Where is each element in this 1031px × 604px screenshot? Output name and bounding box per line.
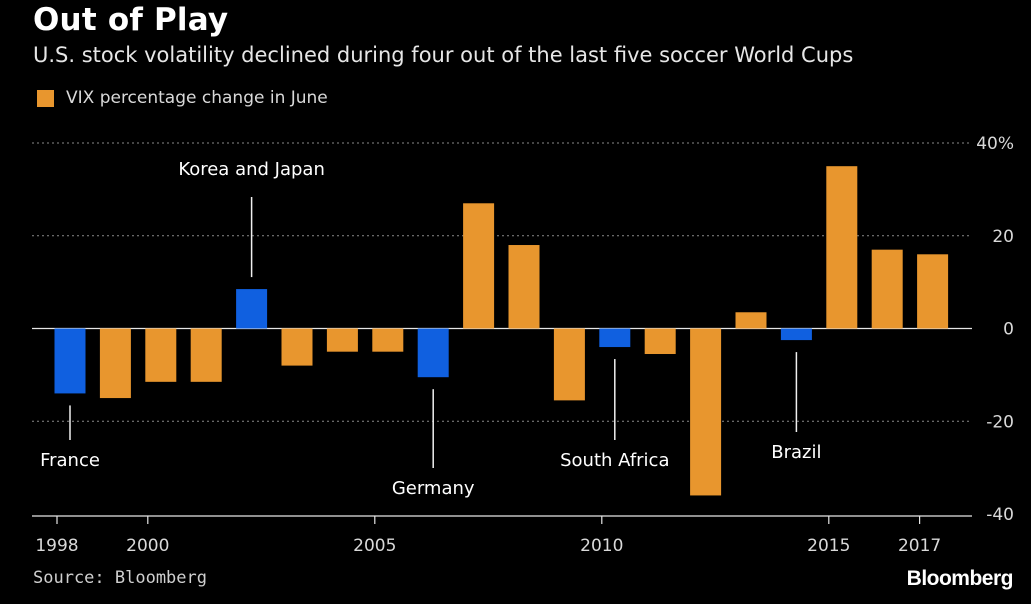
y-tick-label: 40% [976, 134, 1014, 154]
x-tick-label: 2000 [126, 536, 169, 556]
annotation-label-2002: Korea and Japan [178, 159, 325, 180]
bars [54, 166, 949, 496]
bar-2012 [690, 328, 722, 496]
x-tick-label: 1998 [35, 536, 78, 556]
chart-subtitle: U.S. stock volatility declined during fo… [33, 43, 854, 67]
bar-1999 [99, 328, 131, 399]
annotation-label-2014: Brazil [771, 442, 821, 463]
bar-2003 [281, 328, 313, 366]
annotation-label-1998: France [40, 450, 100, 471]
annotations: France Korea and Japan Germany South Africa… [40, 159, 821, 499]
legend-label: VIX percentage change in June [66, 88, 328, 108]
bar-2015 [826, 166, 858, 329]
legend-swatch-orange [37, 89, 54, 107]
bar-2000 [145, 328, 177, 382]
bar-2007 [463, 203, 495, 329]
bar-2001 [190, 328, 222, 382]
chart-title: Out of Play [33, 2, 229, 38]
y-tick-label: 20 [992, 227, 1014, 247]
x-tick-label: 2015 [807, 536, 850, 556]
bar-2006 [417, 328, 449, 378]
annotation-label-2010: South Africa [560, 450, 669, 471]
x-tick-label: 2010 [580, 536, 623, 556]
bar-2008 [508, 245, 540, 329]
x-tick-label: 2017 [898, 536, 941, 556]
annotation-label-2006: Germany [392, 478, 475, 499]
bar-2013 [735, 312, 767, 329]
bar-2010 [599, 328, 631, 348]
bar-2005 [372, 328, 404, 352]
y-tick-label: -40 [986, 505, 1014, 525]
y-tick-label: -20 [986, 412, 1014, 432]
grid-lines [32, 142, 972, 422]
brand-logo: Bloomberg [906, 567, 1014, 590]
bar-2016 [871, 249, 903, 329]
source-note: Source: Bloomberg [33, 568, 207, 588]
axes: 40% 20 0 -20 -40 1998 2000 2005 2010 2015 2017 [32, 134, 1014, 556]
y-tick-label: 0 [1003, 320, 1014, 340]
legend: VIX percentage change in June [37, 86, 328, 110]
bar-2002 [236, 289, 268, 329]
bar-2009 [553, 328, 585, 401]
bar-1998 [54, 328, 86, 394]
bar-2011 [644, 328, 676, 355]
bar-2017 [917, 254, 949, 329]
bar-2014 [780, 328, 812, 341]
bar-2004 [326, 328, 358, 352]
x-tick-label: 2005 [353, 536, 396, 556]
